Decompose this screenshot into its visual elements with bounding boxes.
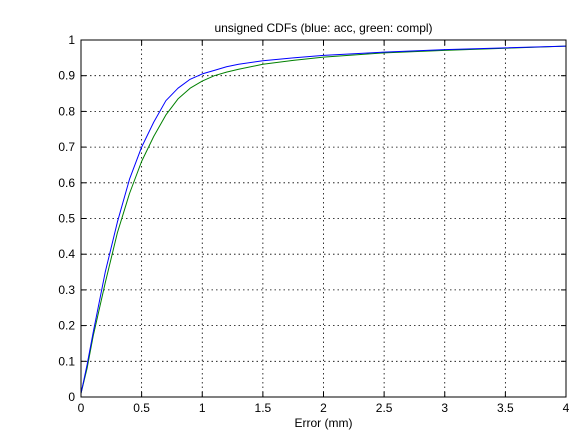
x-tick-label: 2 bbox=[320, 401, 327, 415]
series-line-0 bbox=[80, 45, 567, 394]
y-tick-label: 0 bbox=[68, 390, 75, 404]
y-tick-label: 1 bbox=[68, 33, 75, 47]
y-tick-label: 0.3 bbox=[58, 283, 75, 297]
x-tick-label: 3 bbox=[441, 401, 448, 415]
x-tick-label: 0 bbox=[78, 401, 85, 415]
x-tick-label: 1 bbox=[199, 401, 206, 415]
x-tick-label: 1.5 bbox=[255, 401, 272, 415]
x-tick-label: 0.5 bbox=[133, 401, 150, 415]
series-line-1 bbox=[80, 45, 567, 394]
y-tick-label: 0.1 bbox=[58, 354, 75, 368]
series-layer bbox=[80, 45, 567, 394]
x-tick-label: 2.5 bbox=[376, 401, 393, 415]
x-tick-labels: 0 0.5 1 1.5 2 2.5 3 3.5 4 bbox=[78, 401, 570, 415]
x-tick-label: 4 bbox=[563, 401, 570, 415]
x-axis-label: Error (mm) bbox=[295, 416, 353, 430]
y-tick-labels: 0 0.1 0.2 0.3 0.4 0.5 0.6 0.7 0.8 0.9 1 bbox=[58, 33, 75, 404]
y-tick-label: 0.7 bbox=[58, 140, 75, 154]
y-tick-label: 0.4 bbox=[58, 247, 75, 261]
y-tick-label: 0.8 bbox=[58, 104, 75, 118]
y-tick-label: 0.6 bbox=[58, 176, 75, 190]
x-tick-label: 3.5 bbox=[497, 401, 514, 415]
y-tick-label: 0.9 bbox=[58, 69, 75, 83]
grid-lines bbox=[81, 40, 566, 397]
ticks bbox=[80, 39, 567, 398]
chart-title: unsigned CDFs (blue: acc, green: compl) bbox=[214, 21, 432, 35]
y-tick-label: 0.5 bbox=[58, 212, 75, 226]
y-tick-label: 0.2 bbox=[58, 319, 75, 333]
